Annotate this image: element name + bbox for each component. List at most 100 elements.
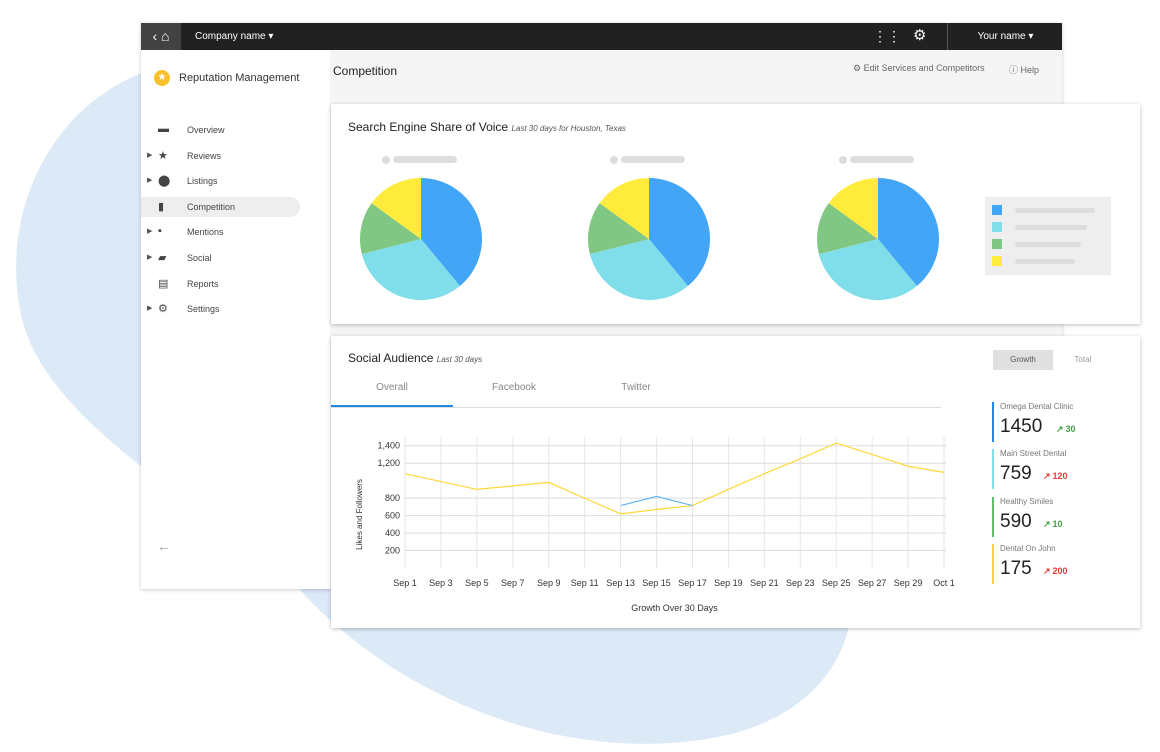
toggle-total[interactable]: Total (1074, 355, 1092, 364)
action-label: Edit Services and Competitors (863, 63, 985, 73)
y-tick-label: 1,200 (377, 458, 400, 468)
user-menu[interactable]: Your name ▾ (947, 23, 1063, 50)
pie-charts (360, 156, 939, 301)
social-audience-card: Social Audience Last 30 days Growth Tota… (331, 336, 1140, 628)
nav-item[interactable]: ▬ Overview (141, 120, 300, 140)
placeholder-bar (393, 156, 457, 163)
nav-icon: ★ (158, 149, 168, 162)
pie-slice (360, 203, 421, 255)
company-select[interactable]: Company name ▾ (195, 31, 274, 42)
change-value: 200 (1052, 565, 1068, 576)
x-tick-label: Sep 29 (894, 578, 923, 588)
y-tick-label: 1,400 (377, 441, 400, 451)
edit-action[interactable]: ⚙ Edit Services and Competitors (853, 63, 985, 73)
stat-change: ↗ 30 (1056, 424, 1076, 435)
nav-label: Listings (187, 176, 218, 187)
nav-icon: ▪ (158, 225, 162, 238)
x-tick-label: Sep 1 (393, 578, 417, 588)
nav-item[interactable]: ▤ Reports (141, 274, 300, 294)
nav-item[interactable]: ▶ ⚙ Settings (141, 299, 300, 319)
pie-slice (588, 203, 649, 255)
collapse-arrow[interactable]: ← (157, 538, 171, 554)
nav-label: Reports (187, 278, 219, 289)
nav-item[interactable]: ▶ ⬤ Listings (141, 171, 300, 191)
card-subtitle: Last 30 days for Houston, Texas (511, 124, 626, 133)
nav-item[interactable]: ▶ ★ Reviews (141, 146, 300, 166)
stat-name: Omega Dental Clinic (1000, 402, 1074, 411)
pie-slice (371, 178, 421, 239)
trend-icon: ↗ (1043, 565, 1051, 576)
top-bar: ‹ ⌂ Company name ▾ ⋮⋮ ⚙ Your name ▾ (141, 23, 1062, 50)
stat-change: ↗ 200 (1043, 566, 1068, 577)
y-tick-label: 600 (385, 511, 400, 521)
card-title: Social Audience (348, 351, 434, 365)
company-name: Company name (195, 31, 266, 42)
stat-color-bar (992, 543, 994, 584)
expand-arrow: ▶ (147, 151, 153, 159)
x-tick-label: Sep 3 (429, 578, 453, 588)
tab[interactable]: Overall (331, 374, 453, 407)
expand-arrow: ▶ (147, 228, 153, 236)
x-tick-label: Sep 5 (465, 578, 489, 588)
expand-arrow: ▶ (147, 305, 153, 313)
expand-arrow: ▶ (147, 177, 153, 185)
pie-slice (816, 203, 878, 255)
nav-icon: ▰ (158, 252, 167, 264)
placeholder-bar (621, 156, 685, 163)
stat-value: 759 (1000, 463, 1032, 485)
line-chart: Sep 1 Sep 3 Sep 5 Sep 7 Sep 9 Sep 11 Sep 13 Sep… (355, 437, 955, 613)
stat-change: ↗ 120 (1043, 471, 1068, 482)
stat-name: Dental On John (1000, 543, 1056, 553)
stat-color-bar (992, 496, 994, 537)
nav-item[interactable]: ▮ Competition (141, 196, 300, 217)
change-value: 10 (1052, 518, 1063, 529)
trend-icon: ↗ (1043, 518, 1051, 529)
x-tick-label: Sep 9 (537, 578, 561, 588)
nav-item[interactable]: ▶ ▰ Social (141, 248, 300, 268)
apps-icon[interactable]: ⋮⋮ (873, 28, 901, 44)
pie-slice (589, 239, 688, 300)
placeholder-bar (850, 156, 914, 163)
tabs: Overall Facebook Twitter (331, 374, 941, 408)
x-tick-label: Oct 1 (933, 578, 955, 588)
stat-change: ↗ 10 (1043, 519, 1063, 530)
stat-value: 1450 (1000, 416, 1043, 437)
line-series (620, 495, 693, 507)
help-action[interactable]: ⓘ Help (1009, 65, 1040, 75)
home-button[interactable]: ‹ ⌂ (141, 23, 181, 50)
pie-slice (361, 239, 460, 300)
y-axis-label: Likes and Followers (355, 479, 364, 550)
nav-label: Competition (187, 201, 236, 212)
x-tick-label: Sep 15 (642, 578, 671, 588)
stat-value: 590 (1000, 510, 1032, 532)
nav-label: Settings (187, 304, 220, 315)
nav-label: Reviews (187, 150, 222, 161)
nav-icon: ▤ (158, 277, 169, 290)
stat-name: Main Street Dental (1000, 449, 1067, 459)
pie-slice (818, 239, 917, 301)
share-of-voice-card: Search Engine Share of Voice Last 30 day… (331, 104, 1140, 324)
tab[interactable]: Twitter (621, 382, 651, 393)
settings-icon[interactable]: ⚙ (913, 27, 927, 44)
x-tick-label: Sep 25 (822, 578, 851, 588)
y-tick-label: 400 (385, 528, 400, 538)
nav-item[interactable]: ▶ ▪ Mentions (141, 222, 300, 242)
tab[interactable]: Facebook (492, 382, 536, 393)
x-tick-label: Sep 11 (571, 578, 599, 588)
line-series (404, 442, 945, 515)
placeholder-dot (382, 156, 390, 164)
x-tick-label: Sep 17 (678, 578, 707, 588)
pie-slice (599, 178, 649, 239)
toggle-growth[interactable]: Growth (993, 350, 1053, 370)
page-title: Competition (333, 64, 398, 78)
pie-slice (649, 178, 710, 287)
stat-value: 175 (1000, 557, 1032, 579)
pie-slice (878, 178, 939, 287)
nav-label: Overview (187, 125, 225, 135)
pie-slice (828, 178, 878, 239)
x-tick-label: Sep 21 (750, 578, 779, 588)
card-subtitle: Last 30 days (436, 355, 483, 364)
placeholder-dot (610, 156, 618, 164)
expand-arrow: ▶ (147, 254, 153, 261)
